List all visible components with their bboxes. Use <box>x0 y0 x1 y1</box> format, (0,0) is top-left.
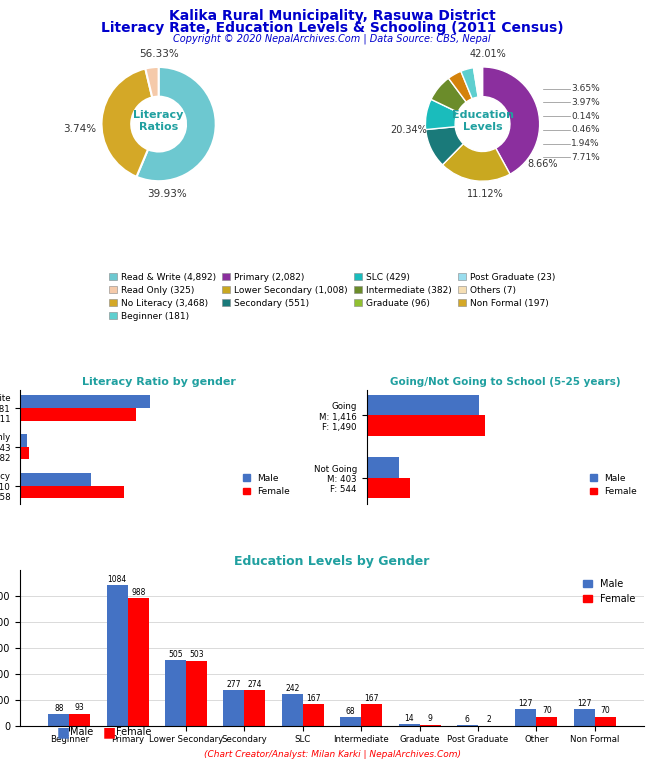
Text: 68: 68 <box>346 707 355 716</box>
Wedge shape <box>473 67 481 97</box>
Bar <box>20 485 124 498</box>
Bar <box>574 710 595 726</box>
Bar <box>282 694 303 726</box>
Bar <box>595 717 616 726</box>
Text: (Chart Creator/Analyst: Milan Karki | NepalArchives.Com): (Chart Creator/Analyst: Milan Karki | Ne… <box>203 750 461 759</box>
Text: Education
Levels: Education Levels <box>452 111 513 132</box>
Text: 277: 277 <box>226 680 241 689</box>
Text: 70: 70 <box>542 707 552 716</box>
Text: Female: Female <box>116 727 151 737</box>
Text: 11.12%: 11.12% <box>467 189 504 199</box>
Text: 2: 2 <box>486 715 491 724</box>
Text: Literacy
Ratios: Literacy Ratios <box>133 111 184 132</box>
Text: 42.01%: 42.01% <box>470 49 507 59</box>
Legend: Male, Female: Male, Female <box>240 471 293 499</box>
Bar <box>367 395 479 415</box>
Title: Literacy Ratio by gender: Literacy Ratio by gender <box>82 378 236 388</box>
Text: Copyright © 2020 NepalArchives.Com | Data Source: CBS, Nepal: Copyright © 2020 NepalArchives.Com | Dat… <box>173 33 491 44</box>
Bar <box>515 710 537 726</box>
Text: 505: 505 <box>168 650 183 659</box>
Text: 167: 167 <box>306 694 321 703</box>
Text: 8.66%: 8.66% <box>527 159 558 169</box>
Text: 242: 242 <box>285 684 299 694</box>
Wedge shape <box>480 67 482 97</box>
Bar <box>367 457 398 478</box>
Bar <box>186 660 207 726</box>
Bar <box>20 472 91 485</box>
Text: 167: 167 <box>365 694 379 703</box>
Text: 1084: 1084 <box>108 575 127 584</box>
Bar <box>48 714 69 726</box>
Text: 1.94%: 1.94% <box>571 139 600 148</box>
Bar <box>537 717 557 726</box>
Bar <box>20 395 150 408</box>
Text: 7.71%: 7.71% <box>571 153 600 162</box>
Bar <box>127 598 149 726</box>
Wedge shape <box>448 71 472 102</box>
Wedge shape <box>137 67 216 181</box>
Text: 56.33%: 56.33% <box>139 49 179 59</box>
Bar <box>165 660 186 726</box>
Bar <box>420 724 441 726</box>
Text: 9: 9 <box>428 714 432 723</box>
Text: 3.97%: 3.97% <box>571 98 600 107</box>
Bar <box>20 408 137 421</box>
Text: 274: 274 <box>248 680 262 689</box>
Text: 503: 503 <box>189 650 204 660</box>
Bar <box>367 478 410 498</box>
Legend: Male, Female: Male, Female <box>587 471 639 499</box>
Text: ■: ■ <box>103 725 116 739</box>
Bar <box>244 690 266 726</box>
Wedge shape <box>442 144 510 181</box>
Legend: Male, Female: Male, Female <box>580 575 639 608</box>
Bar <box>367 415 485 436</box>
Bar <box>20 434 27 447</box>
Wedge shape <box>431 78 466 112</box>
Text: 3.74%: 3.74% <box>63 124 96 134</box>
Text: 6: 6 <box>465 715 470 723</box>
Bar <box>107 585 127 726</box>
Text: 3.65%: 3.65% <box>571 84 600 93</box>
Bar <box>20 447 29 459</box>
Wedge shape <box>426 99 457 130</box>
Wedge shape <box>426 127 463 165</box>
Text: 88: 88 <box>54 704 64 713</box>
Text: 127: 127 <box>577 699 592 708</box>
Wedge shape <box>461 68 478 99</box>
Text: Kalika Rural Municipality, Rasuwa District: Kalika Rural Municipality, Rasuwa Distri… <box>169 9 495 23</box>
Bar <box>303 704 324 726</box>
Title: Education Levels by Gender: Education Levels by Gender <box>234 555 430 568</box>
Bar <box>398 724 420 726</box>
Text: 70: 70 <box>600 707 610 716</box>
Bar <box>361 704 382 726</box>
Text: 988: 988 <box>131 588 145 597</box>
Text: 14: 14 <box>404 713 414 723</box>
Wedge shape <box>102 68 152 177</box>
Text: 39.93%: 39.93% <box>147 189 187 199</box>
Text: 127: 127 <box>519 699 533 708</box>
Text: Male: Male <box>70 727 93 737</box>
Legend: Read & Write (4,892), Read Only (325), No Literacy (3,468), Beginner (181), Prim: Read & Write (4,892), Read Only (325), N… <box>108 272 556 322</box>
Wedge shape <box>483 67 540 174</box>
Bar <box>457 725 478 726</box>
Text: ■: ■ <box>56 725 70 739</box>
Text: 0.46%: 0.46% <box>571 125 600 134</box>
Bar <box>69 713 90 726</box>
Text: 0.14%: 0.14% <box>571 111 600 121</box>
Bar <box>223 690 244 726</box>
Title: Going/Not Going to School (5-25 years): Going/Not Going to School (5-25 years) <box>390 378 621 388</box>
Text: 93: 93 <box>75 703 85 713</box>
Bar <box>340 717 361 726</box>
Wedge shape <box>145 67 159 98</box>
Text: 20.34%: 20.34% <box>390 124 427 135</box>
Text: Literacy Rate, Education Levels & Schooling (2011 Census): Literacy Rate, Education Levels & School… <box>101 21 563 35</box>
